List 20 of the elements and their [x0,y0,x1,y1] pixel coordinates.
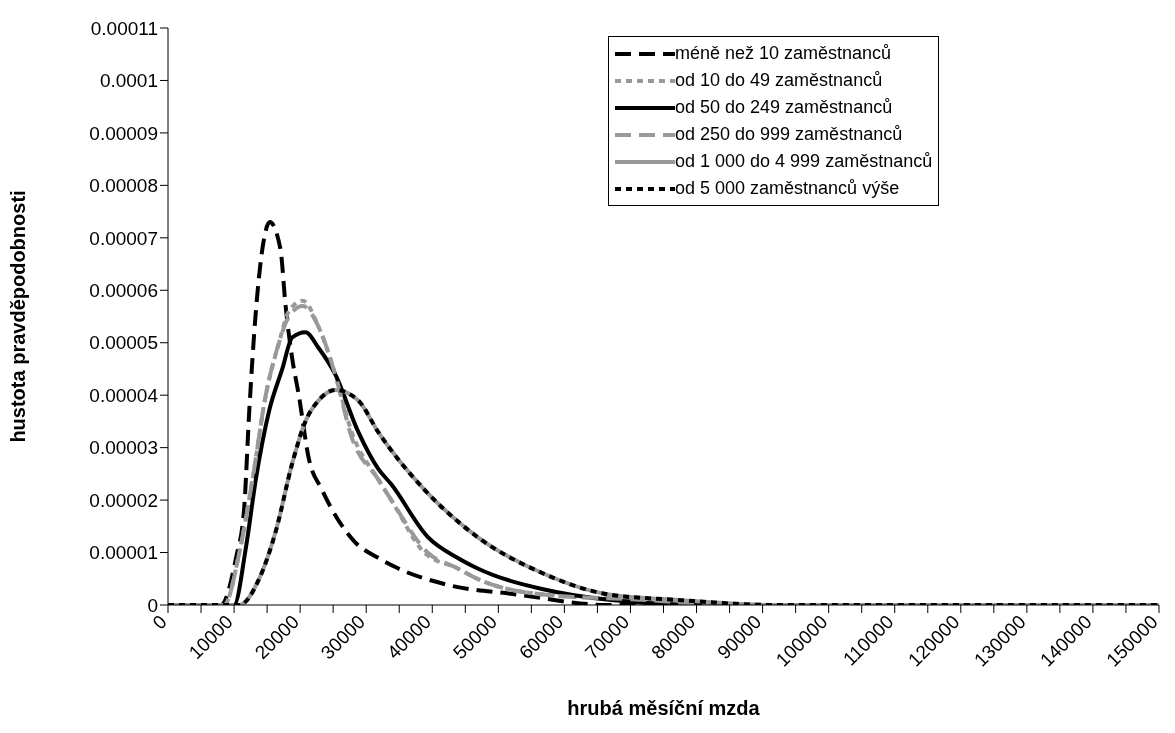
legend-label: od 5 000 zaměstnanců výše [675,178,900,199]
x-axis-title: hrubá měsíční mzda [567,697,761,719]
y-axis-title: hustota pravděpodobnosti [7,190,30,443]
y-tick-label: 0.00006 [89,280,158,302]
legend-label: od 10 do 49 zaměstnanců [675,70,883,91]
legend-label: od 1 000 do 4 999 zaměstnanců [675,151,933,172]
legend-label: od 250 do 999 zaměstnanců [675,124,903,145]
y-tick-label: 0.00009 [89,122,158,144]
legend-label: méně než 10 zaměstnanců [675,43,892,64]
y-tick-label: 0.00003 [89,437,158,459]
y-tick-label: 0.00001 [89,542,158,564]
y-tick-label: 0 [147,594,158,616]
y-tick-label: 0.00005 [89,332,158,354]
y-tick-label: 0.00008 [89,175,158,197]
y-tick-label: 0.00004 [89,384,159,406]
y-tick-label: 0.00002 [89,489,158,511]
y-tick-label: 0.00011 [90,17,158,39]
y-tick-label: 0.00007 [89,227,158,249]
y-tick-label: 0.0001 [99,70,158,92]
legend-label: od 50 do 249 zaměstnanců [675,97,893,118]
